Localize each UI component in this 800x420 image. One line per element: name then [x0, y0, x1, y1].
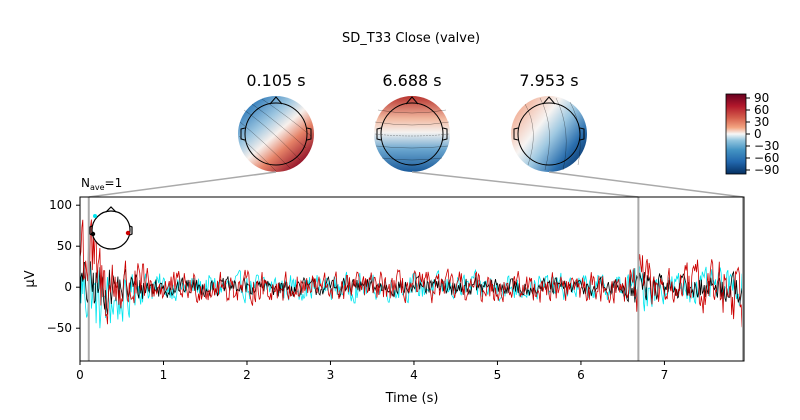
- topomap-time-label-3: 7.953 s: [519, 71, 578, 90]
- topomap-time-label-2: 6.688 s: [382, 71, 441, 90]
- topomap-time-label-1: 0.105 s: [246, 71, 305, 90]
- channel-trace: [80, 219, 744, 331]
- head-outline: [513, 96, 585, 166]
- topomap-3: [511, 96, 587, 172]
- head-outline: [240, 96, 312, 166]
- colorbar-tick-label: 60: [754, 103, 769, 117]
- y-tick-label: 0: [64, 280, 72, 294]
- topomap-connector: [411, 171, 639, 198]
- y-axis-ticks: −50 0 50 100: [47, 198, 80, 335]
- x-tick-label: 1: [160, 368, 168, 382]
- x-axis-ticks: 0 1 2 3 4 5 6 7: [76, 361, 668, 382]
- colorbar-tick-label: −60: [754, 151, 779, 165]
- colorbar-tick-label: 90: [754, 91, 769, 105]
- head-outline: [376, 96, 448, 166]
- topomap-connector: [88, 171, 277, 198]
- colorbar-tick-label: 30: [754, 115, 769, 129]
- x-tick-label: 3: [327, 368, 335, 382]
- plot-frame: [79, 196, 745, 362]
- x-tick-label: 5: [494, 368, 502, 382]
- topomap-1: [238, 96, 314, 172]
- sensor-dot: [125, 230, 131, 236]
- x-tick-label: 2: [243, 368, 251, 382]
- x-tick-label: 4: [410, 368, 418, 382]
- colorbar-tick-label: 0: [754, 127, 762, 141]
- topomap-connectors: [88, 171, 744, 198]
- colorbar-tick-label: −30: [754, 139, 779, 153]
- sensor-location-inset: [89, 206, 133, 250]
- colorbar-gradient: [725, 93, 747, 175]
- topomap-2: [374, 96, 450, 172]
- x-tick-label: 6: [577, 368, 585, 382]
- y-tick-label: 100: [49, 198, 72, 212]
- colorbar-tick-label: −90: [754, 163, 779, 177]
- x-axis-label: Time (s): [385, 391, 439, 406]
- topomap-connector: [548, 171, 744, 198]
- x-tick-label: 0: [76, 368, 84, 382]
- y-tick-label: −50: [47, 321, 72, 335]
- y-axis-label: µV: [23, 270, 38, 287]
- x-tick-label: 7: [661, 368, 669, 382]
- y-tick-label: 50: [57, 239, 72, 253]
- evoked-plot: 0 1 2 3 4 5 6 7 −50 0 50 100 Time (s) µV: [23, 196, 745, 406]
- nave-label: Nave=1: [81, 176, 122, 192]
- channel-traces: [80, 219, 744, 331]
- figure-title: SD_T33 Close (valve): [342, 31, 480, 46]
- time-markers: [87, 197, 744, 361]
- sensor-dot: [90, 231, 96, 237]
- sensor-dot: [93, 214, 97, 218]
